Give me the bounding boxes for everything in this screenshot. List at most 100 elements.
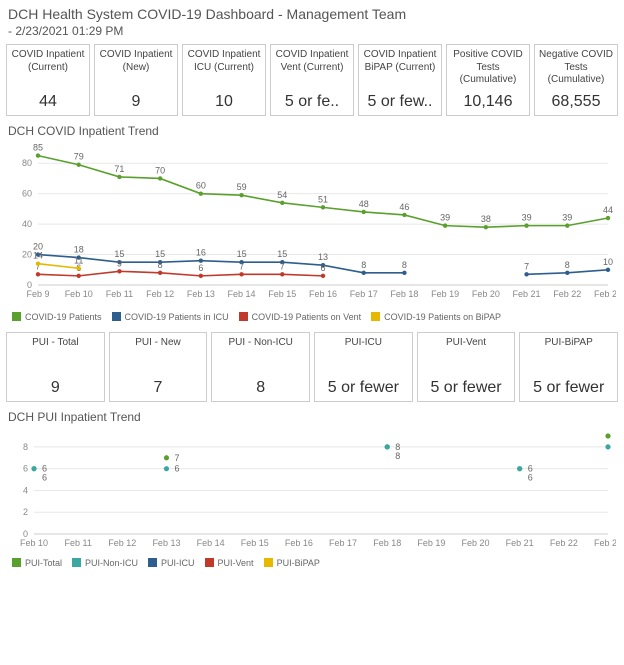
header: DCH Health System COVID-19 Dashboard - M… bbox=[0, 0, 624, 40]
svg-text:Feb 16: Feb 16 bbox=[309, 289, 337, 299]
legend-swatch bbox=[12, 558, 21, 567]
card-label: COVID Inpatient (New) bbox=[97, 49, 175, 74]
kpi-top-5: Positive COVID Tests (Cumulative)10,146 bbox=[446, 44, 530, 116]
chart2-container: 02468Feb 10Feb 11Feb 12Feb 13Feb 14Feb 1… bbox=[0, 424, 624, 556]
svg-text:Feb 20: Feb 20 bbox=[472, 289, 500, 299]
svg-text:Feb 14: Feb 14 bbox=[228, 289, 256, 299]
svg-text:14: 14 bbox=[33, 250, 43, 260]
svg-text:Feb 22: Feb 22 bbox=[550, 538, 578, 548]
card-label: PUI - Non-ICU bbox=[214, 337, 307, 350]
kpi-mid-1: PUI - New 7 bbox=[109, 332, 208, 402]
kpi-cards-mid: PUI - Total9 PUI - New 7 PUI - Non-ICU8 PUI-… bbox=[0, 328, 624, 406]
legend-label: COVID-19 Patients bbox=[25, 312, 102, 322]
svg-text:6: 6 bbox=[42, 472, 47, 482]
chart1-container: 020406080Feb 9Feb 10Feb 11Feb 12Feb 13Fe… bbox=[0, 138, 624, 310]
legend-label: PUI-Total bbox=[25, 558, 62, 568]
svg-text:60: 60 bbox=[196, 180, 206, 190]
kpi-mid-0: PUI - Total9 bbox=[6, 332, 105, 402]
svg-text:39: 39 bbox=[440, 212, 450, 222]
svg-text:Feb 14: Feb 14 bbox=[197, 538, 225, 548]
chart1-legend: COVID-19 Patients COVID-19 Patients in IC… bbox=[0, 310, 624, 328]
svg-text:7: 7 bbox=[524, 261, 529, 271]
svg-text:Feb 11: Feb 11 bbox=[106, 289, 133, 299]
kpi-cards-top: COVID Inpatient (Current)44 COVID Inpatie… bbox=[0, 40, 624, 120]
card-value: 9 bbox=[9, 379, 102, 397]
kpi-top-0: COVID Inpatient (Current)44 bbox=[6, 44, 90, 116]
legend-item: COVID-19 Patients on Vent bbox=[239, 312, 362, 322]
card-label: Positive COVID Tests (Cumulative) bbox=[449, 49, 527, 87]
chart2-title: DCH PUI Inpatient Trend bbox=[0, 406, 624, 424]
legend-item: COVID-19 Patients bbox=[12, 312, 102, 322]
legend-label: COVID-19 Patients in ICU bbox=[125, 312, 229, 322]
svg-text:6: 6 bbox=[198, 262, 203, 272]
svg-text:39: 39 bbox=[522, 212, 532, 222]
kpi-top-4: COVID Inpatient BiPAP (Current)5 or few.… bbox=[358, 44, 442, 116]
chart2-legend: PUI-TotalPUI-Non-ICUPUI-ICUPUI-VentPUI-B… bbox=[0, 556, 624, 574]
svg-text:Feb 9: Feb 9 bbox=[26, 289, 49, 299]
svg-text:6: 6 bbox=[23, 463, 28, 473]
card-value: 9 bbox=[97, 93, 175, 111]
kpi-top-2: COVID Inpatient ICU (Current) 10 bbox=[182, 44, 266, 116]
legend-swatch bbox=[239, 312, 248, 321]
svg-text:71: 71 bbox=[114, 163, 124, 173]
kpi-top-3: COVID Inpatient Vent (Current)5 or fe.. bbox=[270, 44, 354, 116]
card-label: COVID Inpatient BiPAP (Current) bbox=[361, 49, 439, 74]
svg-text:Feb 19: Feb 19 bbox=[431, 289, 459, 299]
legend-label: PUI-ICU bbox=[161, 558, 195, 568]
card-value: 44 bbox=[9, 93, 87, 111]
svg-text:8: 8 bbox=[158, 259, 163, 269]
svg-text:80: 80 bbox=[22, 158, 32, 168]
legend-label: COVID-19 Patients on BiPAP bbox=[384, 312, 501, 322]
card-label: Negative COVID Tests (Cumulative) bbox=[537, 49, 615, 87]
svg-text:8: 8 bbox=[361, 259, 366, 269]
chart1-title: DCH COVID Inpatient Trend bbox=[0, 120, 624, 138]
svg-text:18: 18 bbox=[74, 244, 84, 254]
svg-text:13: 13 bbox=[318, 252, 328, 262]
card-label: PUI-Vent bbox=[420, 337, 513, 350]
svg-text:11: 11 bbox=[74, 255, 83, 265]
legend-label: PUI-Non-ICU bbox=[85, 558, 138, 568]
card-value: 5 or fewer bbox=[420, 379, 513, 397]
svg-text:Feb 20: Feb 20 bbox=[462, 538, 490, 548]
legend-item: COVID-19 Patients on BiPAP bbox=[371, 312, 501, 322]
svg-text:Feb 23: Feb 23 bbox=[594, 289, 616, 299]
card-value: 5 or fewer bbox=[317, 379, 410, 397]
svg-text:Feb 18: Feb 18 bbox=[373, 538, 401, 548]
legend-item: PUI-ICU bbox=[148, 558, 195, 568]
svg-text:85: 85 bbox=[33, 142, 43, 152]
svg-text:8: 8 bbox=[402, 259, 407, 269]
svg-text:20: 20 bbox=[22, 249, 32, 259]
svg-text:39: 39 bbox=[562, 212, 572, 222]
svg-text:Feb 21: Feb 21 bbox=[513, 289, 541, 299]
svg-text:Feb 17: Feb 17 bbox=[329, 538, 357, 548]
svg-text:15: 15 bbox=[237, 249, 247, 259]
kpi-mid-2: PUI - Non-ICU8 bbox=[211, 332, 310, 402]
card-value: 7 bbox=[112, 379, 205, 397]
svg-text:6: 6 bbox=[174, 463, 179, 473]
legend-swatch bbox=[371, 312, 380, 321]
legend-item: PUI-Total bbox=[12, 558, 62, 568]
svg-text:6: 6 bbox=[320, 262, 325, 272]
svg-text:7: 7 bbox=[239, 261, 244, 271]
legend-swatch bbox=[72, 558, 81, 567]
kpi-mid-4: PUI-Vent 5 or fewer bbox=[417, 332, 516, 402]
legend-swatch bbox=[264, 558, 273, 567]
svg-text:10: 10 bbox=[603, 256, 613, 266]
card-value: 68,555 bbox=[537, 93, 615, 111]
svg-text:Feb 22: Feb 22 bbox=[553, 289, 581, 299]
svg-text:51: 51 bbox=[318, 194, 328, 204]
card-label: PUI - New bbox=[112, 337, 205, 350]
kpi-mid-5: PUI-BiPAP5 or fewer bbox=[519, 332, 618, 402]
svg-text:59: 59 bbox=[237, 182, 247, 192]
page-title: DCH Health System COVID-19 Dashboard - M… bbox=[8, 6, 616, 22]
svg-text:Feb 19: Feb 19 bbox=[417, 538, 445, 548]
card-label: COVID Inpatient ICU (Current) bbox=[185, 49, 263, 74]
card-label: PUI-ICU bbox=[317, 337, 410, 350]
card-value: 10 bbox=[185, 93, 263, 111]
svg-text:70: 70 bbox=[155, 165, 165, 175]
card-label: PUI-BiPAP bbox=[522, 337, 615, 350]
svg-text:Feb 10: Feb 10 bbox=[20, 538, 48, 548]
legend-item: PUI-Vent bbox=[205, 558, 254, 568]
svg-text:2: 2 bbox=[23, 507, 28, 517]
svg-text:44: 44 bbox=[603, 205, 613, 215]
